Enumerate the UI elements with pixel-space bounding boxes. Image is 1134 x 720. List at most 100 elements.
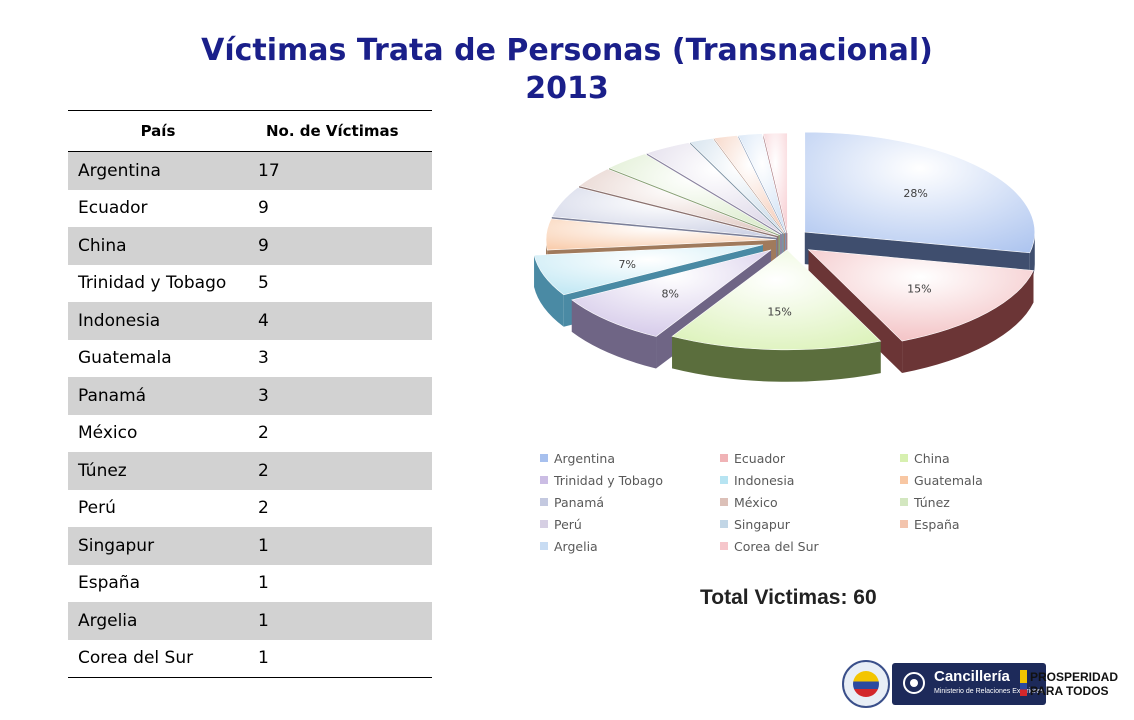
cancilleria-name: Cancillería xyxy=(934,668,1010,685)
country-cell: Túnez xyxy=(68,452,248,490)
legend-swatch xyxy=(540,454,548,462)
legend-swatch xyxy=(900,454,908,462)
legend-label: México xyxy=(734,494,778,510)
victims-cell: 1 xyxy=(248,527,432,565)
table-row: Argelia 1 xyxy=(68,602,432,640)
pie-slice-top xyxy=(551,187,777,238)
legend-label: Corea del Sur xyxy=(734,538,819,554)
pie-slice-top xyxy=(578,168,779,237)
table-row: Perú 2 xyxy=(68,490,432,528)
legend-swatch xyxy=(540,520,548,528)
legend-item: Túnez xyxy=(900,495,1010,510)
pie-chart: 28% 15% 15% 8% 7% xyxy=(533,131,1036,382)
table-row: Ecuador 9 xyxy=(68,190,432,228)
victims-cell: 2 xyxy=(258,498,269,519)
legend-label: Trinidad y Tobago xyxy=(554,472,664,488)
legend-item: Corea del Sur xyxy=(720,539,900,554)
legend-item: Guatemala xyxy=(900,473,1010,488)
legend-label: China xyxy=(914,450,950,466)
country-cell: Panamá xyxy=(68,377,248,415)
legend-item: Ecuador xyxy=(720,451,900,466)
legend-item: Trinidad y Tobago xyxy=(540,473,720,488)
victims-cell: 1 xyxy=(248,639,432,678)
pie-slice-top xyxy=(571,249,772,337)
victims-cell: 3 xyxy=(258,348,269,369)
table-header-row: País No. de Víctimas xyxy=(68,110,432,152)
legend-item: Argelia xyxy=(540,539,720,554)
legend-label: Singapur xyxy=(734,516,790,532)
table-row: Argentina 17 xyxy=(68,151,432,190)
victims-cell: 9 xyxy=(248,227,432,265)
pie-data-label: 28% xyxy=(903,187,927,200)
header-country: País xyxy=(68,110,248,152)
title-line-2: 2013 xyxy=(525,71,609,106)
legend-swatch xyxy=(900,520,908,528)
header-victims: No. de Víctimas xyxy=(248,110,432,152)
table-row: Trinidad y Tobago 5 xyxy=(68,265,432,303)
prosperidad-line-1: PROSPERIDAD xyxy=(1030,670,1119,684)
country-cell: Argentina xyxy=(68,151,248,190)
country-cell: Indonesia xyxy=(68,302,248,340)
colombia-flag-icon xyxy=(1020,670,1027,696)
prosperidad-logo: PROSPERIDAD PARA TODOS xyxy=(1020,668,1118,702)
victims-table: País No. de Víctimas Argentina 17 Ecuador 9… xyxy=(68,110,432,678)
legend-row: Panamá México Túnez xyxy=(540,491,1010,513)
pie-slice-top xyxy=(804,131,1036,254)
footer-logos: Cancillería Ministerio de Relaciones Ext… xyxy=(842,660,1122,710)
legend-label: Guatemala xyxy=(914,472,983,488)
country-cell: España xyxy=(78,573,140,594)
pie-slice-top xyxy=(608,153,781,236)
victims-cell: 2 xyxy=(248,452,432,490)
country-cell: Ecuador xyxy=(78,198,148,219)
pie-data-label: 15% xyxy=(907,283,931,296)
legend-label: Perú xyxy=(554,516,582,532)
pie-slice-top xyxy=(689,138,784,234)
pie-slice-top xyxy=(545,218,777,251)
pie-data-label: 8% xyxy=(661,288,678,301)
legend-row: Argentina Ecuador China xyxy=(540,447,1010,469)
pie-slice-top xyxy=(646,142,783,235)
legend-label: Panamá xyxy=(554,494,605,510)
legend-swatch xyxy=(720,476,728,484)
victims-cell: 3 xyxy=(248,377,432,415)
legend-item: Singapur xyxy=(720,517,900,532)
table-row: Guatemala 3 xyxy=(68,340,432,378)
table-row: China 9 xyxy=(68,227,432,265)
victims-cell: 4 xyxy=(248,302,432,340)
pie-slice-top xyxy=(713,135,786,234)
pie-slice-top xyxy=(533,244,763,296)
legend-swatch xyxy=(540,498,548,506)
legend-label: Argentina xyxy=(554,450,615,466)
legend-item: Argentina xyxy=(540,451,720,466)
pie-data-label: 15% xyxy=(767,306,791,319)
legend-swatch xyxy=(720,520,728,528)
cancilleria-mark-icon xyxy=(903,672,925,694)
pie-slice-top xyxy=(807,249,1034,342)
country-cell: Perú xyxy=(78,498,116,519)
legend-swatch xyxy=(540,476,548,484)
table-row: España 1 xyxy=(68,565,432,603)
country-cell: China xyxy=(68,227,248,265)
pie-slice-side xyxy=(902,270,1034,374)
legend-swatch xyxy=(720,542,728,550)
legend-swatch xyxy=(540,542,548,550)
legend-swatch xyxy=(720,498,728,506)
country-cell: Singapur xyxy=(68,527,248,565)
legend-row: Argelia Corea del Sur xyxy=(540,535,1010,557)
victims-cell: 9 xyxy=(258,198,269,219)
table-row: Panamá 3 xyxy=(68,377,432,415)
chart-title: Víctimas Trata de Personas (Transnaciona… xyxy=(0,32,1134,108)
pie-slice xyxy=(671,249,882,382)
legend-swatch xyxy=(900,476,908,484)
pie-slice-top xyxy=(737,133,787,234)
victims-cell: 5 xyxy=(258,273,269,294)
victims-cell: 1 xyxy=(248,602,432,640)
legend-label: Ecuador xyxy=(734,450,786,466)
country-cell: Trinidad y Tobago xyxy=(78,273,227,294)
pie-slice-top xyxy=(762,132,788,234)
country-cell: Argelia xyxy=(68,602,248,640)
legend-item: España xyxy=(900,517,1010,532)
legend-label: Indonesia xyxy=(734,472,795,488)
legend-item: México xyxy=(720,495,900,510)
legend-item: China xyxy=(900,451,1010,466)
